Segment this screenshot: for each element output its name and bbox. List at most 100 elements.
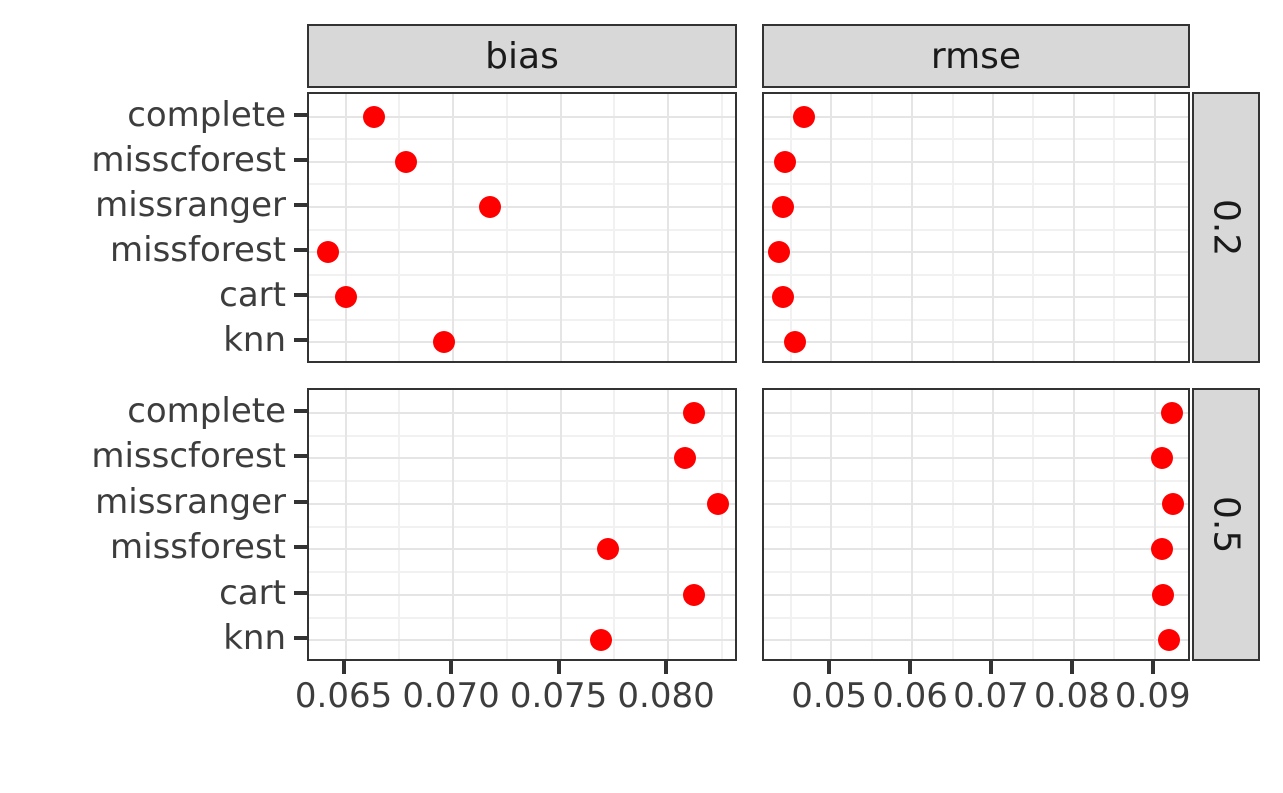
y-axis-label-cart: cart — [219, 275, 286, 316]
data-point-complete — [793, 105, 816, 128]
y-axis-label-cart: cart — [219, 572, 286, 613]
y-axis-label-misscforest: misscforest — [91, 436, 286, 477]
data-point-cart — [682, 583, 705, 606]
gridline-major-vertical — [452, 390, 455, 659]
gridline-major-horizontal — [309, 411, 735, 414]
facet-strip-bias: bias — [307, 24, 737, 88]
gridline-major-vertical — [911, 94, 914, 361]
gridline-major-vertical — [1153, 390, 1156, 659]
y-tick-missranger — [294, 499, 307, 504]
gridline-major-horizontal — [764, 296, 1188, 299]
facet-strip-rmse: rmse — [762, 24, 1190, 88]
y-tick-knn — [294, 338, 307, 343]
data-point-misscforest — [394, 150, 417, 173]
y-axis-label-misscforest: misscforest — [91, 139, 286, 180]
gridline-major-vertical — [991, 94, 994, 361]
gridline-major-vertical — [667, 390, 670, 659]
gridline-major-vertical — [911, 390, 914, 659]
facet-strip-bias-label: bias — [485, 35, 559, 77]
data-point-missranger — [1161, 492, 1184, 515]
gridline-major-horizontal — [309, 639, 735, 642]
gridline-major-vertical — [559, 94, 562, 361]
panel-bias-0.5 — [307, 388, 737, 661]
data-point-knn — [590, 629, 613, 652]
gridline-minor-vertical — [1113, 390, 1116, 659]
data-point-missranger — [478, 195, 501, 218]
y-axis-label-complete: complete — [127, 390, 286, 431]
gridline-minor-vertical — [1113, 94, 1116, 361]
x-tick-bias-0.080 — [664, 661, 669, 674]
data-point-missranger — [772, 195, 795, 218]
gridline-major-vertical — [1153, 94, 1156, 361]
y-tick-complete — [294, 408, 307, 413]
panel-bias-0.2 — [307, 92, 737, 363]
gridline-minor-vertical — [720, 390, 723, 659]
gridline-minor-vertical — [951, 94, 954, 361]
gridline-major-horizontal — [764, 341, 1188, 344]
panel-rmse-0.5 — [762, 388, 1190, 661]
data-point-missforest — [317, 241, 340, 264]
y-axis-label-missranger: missranger — [95, 184, 286, 225]
y-tick-knn — [294, 636, 307, 641]
gridline-major-horizontal — [764, 639, 1188, 642]
gridline-major-horizontal — [309, 205, 735, 208]
gridline-minor-horizontal — [764, 273, 1188, 276]
data-point-knn — [783, 331, 806, 354]
gridline-major-horizontal — [764, 548, 1188, 551]
data-point-missforest — [596, 538, 619, 561]
gridline-minor-horizontal — [309, 525, 735, 528]
gridline-minor-vertical — [789, 94, 792, 361]
gridline-major-horizontal — [764, 411, 1188, 414]
x-tick-rmse-0.07 — [988, 661, 993, 674]
gridline-minor-horizontal — [764, 480, 1188, 482]
gridline-major-vertical — [991, 390, 994, 659]
x-tick-bias-0.075 — [556, 661, 561, 674]
gridline-minor-horizontal — [309, 273, 735, 276]
x-tick-bias-0.070 — [449, 661, 454, 674]
facet-strip-row-0.5: 0.5 — [1192, 388, 1260, 661]
gridline-minor-vertical — [870, 390, 873, 659]
gridline-minor-horizontal — [309, 138, 735, 141]
gridline-major-horizontal — [764, 502, 1188, 505]
gridline-major-horizontal — [764, 593, 1188, 596]
x-axis-label-rmse-0.08: 0.08 — [1034, 676, 1110, 716]
y-tick-misscforest — [294, 454, 307, 459]
gridline-major-horizontal — [764, 457, 1188, 460]
gridline-minor-horizontal — [309, 571, 735, 573]
gridline-major-vertical — [344, 390, 347, 659]
gridline-minor-horizontal — [309, 616, 735, 619]
facet-strip-row-0.2: 0.2 — [1192, 92, 1260, 363]
gridline-minor-vertical — [505, 390, 508, 659]
x-tick-rmse-0.08 — [1069, 661, 1074, 674]
gridline-minor-vertical — [398, 94, 401, 361]
data-point-complete — [362, 105, 385, 128]
gridline-minor-horizontal — [764, 183, 1188, 186]
y-axis-label-missforest: missforest — [110, 527, 286, 568]
data-point-knn — [1157, 629, 1180, 652]
gridline-minor-vertical — [613, 94, 616, 361]
gridline-minor-vertical — [1032, 390, 1035, 659]
x-axis-label-rmse-0.05: 0.05 — [791, 676, 867, 716]
y-axis-label-complete: complete — [127, 94, 286, 135]
gridline-major-vertical — [559, 390, 562, 659]
gridline-major-vertical — [667, 94, 670, 361]
y-axis-label-missranger: missranger — [95, 481, 286, 522]
gridline-minor-horizontal — [309, 480, 735, 482]
x-axis-label-rmse-0.06: 0.06 — [872, 676, 948, 716]
x-tick-rmse-0.05 — [827, 661, 832, 674]
data-point-complete — [1160, 401, 1183, 424]
gridline-major-horizontal — [764, 115, 1188, 118]
x-tick-rmse-0.06 — [908, 661, 913, 674]
facet-strip-rmse-label: rmse — [930, 35, 1022, 77]
data-point-missforest — [1151, 538, 1174, 561]
gridline-minor-vertical — [870, 94, 873, 361]
x-tick-rmse-0.09 — [1150, 661, 1155, 674]
gridline-major-horizontal — [764, 251, 1188, 254]
x-axis-label-rmse-0.07: 0.07 — [953, 676, 1029, 716]
gridline-major-horizontal — [309, 548, 735, 551]
gridline-major-horizontal — [309, 115, 735, 118]
gridline-minor-vertical — [720, 94, 723, 361]
y-tick-missranger — [294, 202, 307, 207]
y-tick-cart — [294, 590, 307, 595]
